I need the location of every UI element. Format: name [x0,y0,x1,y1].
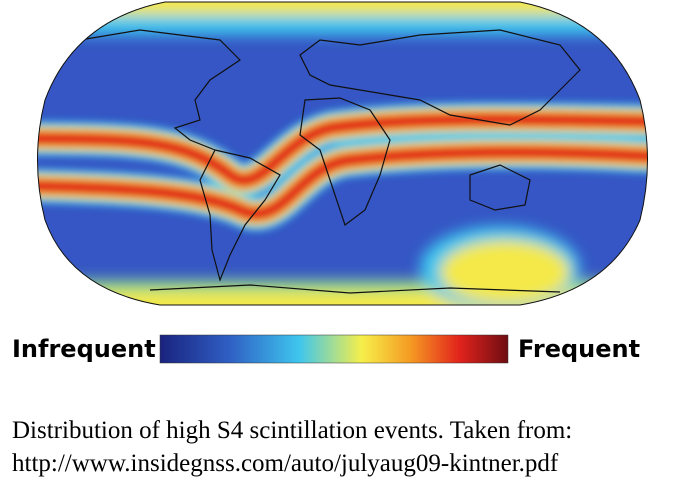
caption-line: http://www.insidegnss.com/auto/julyaug09… [12,450,559,477]
legend-low-label: Infrequent [12,335,156,363]
map-border [37,1,648,306]
caption-line: Distribution of high S4 scintillation ev… [12,417,572,444]
colorbar [159,334,509,364]
map [37,2,648,305]
legend-high-label: Frequent [518,335,640,363]
coastlines [79,29,581,294]
